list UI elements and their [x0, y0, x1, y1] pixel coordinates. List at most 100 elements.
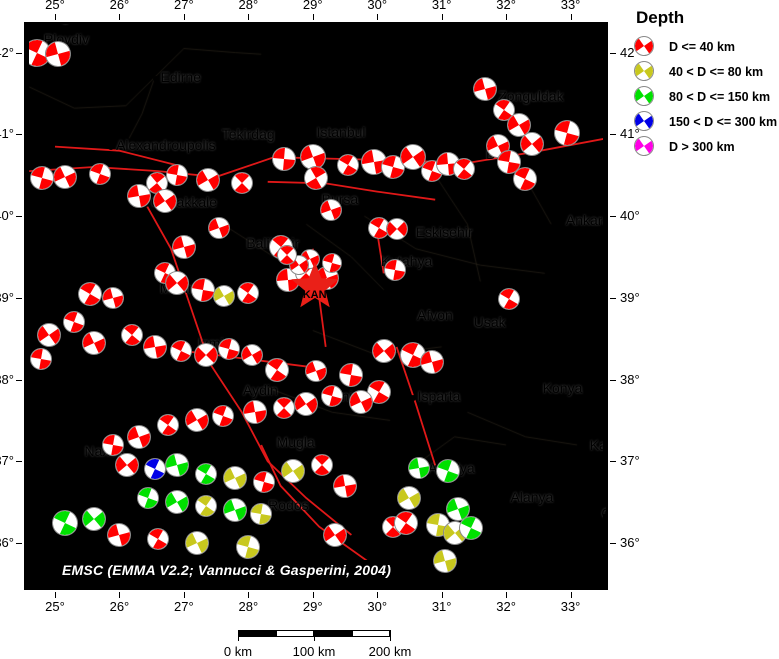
- legend-item[interactable]: 80 < D <= 150 km: [628, 82, 778, 110]
- city-label: Gulnar: [601, 505, 606, 521]
- scale-bar-segment: [314, 630, 352, 637]
- longitude-tick-label: 31°: [431, 0, 452, 12]
- longitude-tick-label: 28°: [238, 0, 259, 12]
- latitude-tick-label: 41°: [0, 126, 14, 142]
- longitude-tick-label: 25°: [45, 0, 65, 12]
- city-dot-icon: [308, 130, 315, 137]
- city-dot-icon: [313, 197, 320, 204]
- city-label: Ankara: [565, 211, 608, 228]
- frame-band: [283, 585, 316, 589]
- legend-item[interactable]: D > 300 km: [628, 132, 778, 160]
- city-label: Konya: [542, 380, 583, 397]
- latitude-tick-label: 39°: [620, 289, 640, 305]
- scale-bar-label: 0 km: [223, 644, 253, 659]
- frame-band: [154, 585, 188, 589]
- longitude-tick: [377, 14, 379, 20]
- legend-item-label: 150 < D <= 300 km: [669, 114, 778, 129]
- city-label: Mugla: [276, 434, 315, 451]
- latitude-tick: [16, 52, 22, 54]
- city-dot-icon: [465, 320, 472, 327]
- latitude-tick-label: 40°: [0, 208, 14, 224]
- longitude-tick: [441, 592, 443, 598]
- latitude-tick-label: 41°: [620, 126, 640, 142]
- legend-beachball-icon: [630, 32, 658, 60]
- longitude-tick-label: 27°: [174, 599, 194, 614]
- latitude-tick: [16, 216, 22, 218]
- latitude-tick-label: 42°: [0, 44, 14, 60]
- frame-band: [603, 432, 607, 474]
- latitude-tick: [610, 216, 616, 218]
- city-label: Zonguldak: [498, 87, 564, 104]
- city-dot-icon: [76, 450, 83, 457]
- longitude-tick-label: 29°: [302, 0, 323, 12]
- longitude-tick: [377, 592, 379, 598]
- legend-beachball-icon: [630, 57, 658, 85]
- scale-bar-segment: [238, 630, 276, 637]
- legend-item[interactable]: 150 < D <= 300 km: [628, 107, 778, 135]
- city-label: Isparta: [417, 388, 461, 405]
- scale-bar-segment: [352, 630, 390, 637]
- city-label: Istanbul: [316, 123, 366, 140]
- latitude-tick: [610, 134, 616, 136]
- frame-band: [219, 585, 252, 589]
- legend-item[interactable]: D <= 40 km: [628, 32, 778, 60]
- legend-item-label: D > 300 km: [669, 139, 735, 154]
- city-dot-icon: [238, 241, 245, 248]
- seismicity-map[interactable]: Stara ZagoraBurgasPlovdivEdirneAlexandro…: [24, 22, 608, 590]
- frame-band: [603, 105, 607, 147]
- frame-band: [348, 23, 381, 27]
- frame-band: [90, 585, 123, 589]
- latitude-tick-label: 37°: [0, 453, 14, 469]
- latitude-tick: [16, 379, 22, 381]
- legend-beachball-icon: [630, 82, 658, 110]
- longitude-tick: [183, 592, 185, 598]
- latitude-tick-label: 38°: [620, 371, 640, 387]
- scale-bar-segment: [276, 630, 314, 637]
- frame-band: [283, 23, 316, 27]
- longitude-tick: [248, 14, 250, 20]
- city-dot-icon: [477, 152, 484, 159]
- frame-band: [26, 585, 59, 589]
- longitude-tick-label: 29°: [302, 599, 323, 614]
- legend-beachball-icon: [630, 57, 658, 85]
- latitude-tick-label: 40°: [620, 208, 640, 224]
- frame-band: [477, 585, 510, 589]
- legend-beachball-icon: [630, 82, 658, 110]
- city-label: Aydin: [243, 381, 278, 398]
- city-label: Rodos: [268, 497, 309, 514]
- longitude-tick-label: 30°: [367, 0, 388, 12]
- legend-title: Depth: [636, 8, 685, 27]
- frame-band: [603, 269, 607, 311]
- city-label: Eskisehir: [415, 224, 473, 241]
- legend-item[interactable]: 40 < D <= 80 km: [628, 57, 778, 85]
- latitude-tick: [16, 461, 22, 463]
- legend-beachball-icon: [630, 107, 658, 135]
- frame-band: [26, 23, 59, 27]
- city-dot-icon: [581, 443, 588, 450]
- latitude-tick: [610, 543, 616, 545]
- longitude-tick: [248, 592, 250, 598]
- city-dot-icon: [502, 495, 509, 502]
- latitude-tick: [610, 52, 616, 54]
- frame-band: [412, 23, 445, 27]
- city-label: Edirne: [160, 68, 201, 85]
- longitude-tick: [506, 14, 508, 20]
- longitude-tick-label: 28°: [238, 599, 259, 614]
- mainshock-star-label: KAN: [302, 289, 327, 302]
- city-dot-icon: [315, 394, 322, 401]
- frame-band: [603, 24, 607, 65]
- frame-band: [541, 585, 574, 589]
- city-label: Tekirdag: [221, 125, 275, 142]
- city-dot-icon: [268, 441, 275, 448]
- longitude-tick-label: 25°: [45, 599, 65, 614]
- latitude-tick: [16, 134, 22, 136]
- legend-item-label: 80 < D <= 150 km: [669, 89, 771, 104]
- city-label: Alanya: [510, 488, 554, 505]
- city-label: Karaman: [589, 436, 606, 453]
- latitude-tick-label: 36°: [620, 535, 640, 551]
- longitude-tick: [119, 592, 121, 598]
- longitude-tick-label: 27°: [174, 0, 194, 12]
- city-dot-icon: [407, 231, 414, 238]
- scale-bar-tick: [314, 630, 315, 641]
- latitude-tick: [16, 297, 22, 299]
